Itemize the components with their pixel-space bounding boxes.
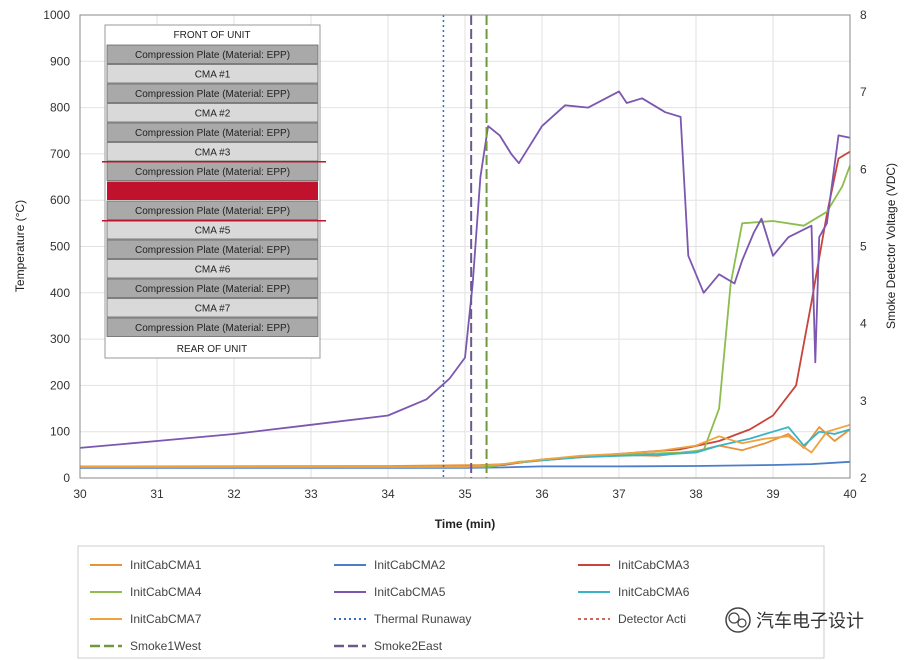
inset-highlight-band xyxy=(107,181,318,200)
y2-tick-label: 7 xyxy=(860,85,867,99)
legend-label: InitCabCMA7 xyxy=(130,612,202,626)
y2-axis-title: Smoke Detector Voltage (VDC) xyxy=(884,163,898,329)
x-tick-label: 32 xyxy=(227,487,241,501)
inset-plate-row xyxy=(106,317,319,337)
y-tick-label: 600 xyxy=(50,193,70,207)
x-tick-label: 36 xyxy=(535,487,549,501)
inset-row-label: Compression Plate (Material: EPP) xyxy=(135,206,290,217)
legend-label: InitCabCMA2 xyxy=(374,558,446,572)
y-axis-title: Temperature (°C) xyxy=(13,200,27,292)
x-axis-title: Time (min) xyxy=(435,517,495,531)
y-axis-ticks: 0 100 200 300 400 500 600 700 800 900 1000 xyxy=(43,8,70,485)
inset-plate-row xyxy=(106,239,319,259)
inset-row-label: Compression Plate (Material: EPP) xyxy=(135,128,290,139)
y-tick-label: 700 xyxy=(50,147,70,161)
inset-plate-row xyxy=(106,122,319,142)
y2-tick-label: 5 xyxy=(860,240,867,254)
series-line-initcabcma5 xyxy=(79,90,851,449)
legend-items: InitCabCMA1 InitCabCMA2 InitCabCMA3 InitCab… xyxy=(90,558,690,653)
y2-tick-label: 4 xyxy=(860,317,867,331)
x-tick-label: 38 xyxy=(689,487,703,501)
y-tick-label: 0 xyxy=(63,471,70,485)
legend-label: InitCabCMA6 xyxy=(618,585,690,599)
inset-bottom-label: REAR OF UNIT xyxy=(177,344,248,355)
wechat-icon-bubble-2 xyxy=(737,618,747,628)
inset-plate-row xyxy=(106,200,319,220)
inset-row-label: CMA #2 xyxy=(195,108,231,119)
series-line-initcabcma7 xyxy=(80,423,851,468)
inset-top-label: FRONT OF UNIT xyxy=(173,30,250,41)
inset-row-label: Compression Plate (Material: EPP) xyxy=(135,245,290,256)
legend-label: Smoke1West xyxy=(130,639,202,653)
legend-label: InitCabCMA1 xyxy=(130,558,202,572)
inset-row-label: Compression Plate (Material: EPP) xyxy=(135,284,290,295)
inset-row-label: CMA #1 xyxy=(195,69,231,80)
inset-row-label: CMA #3 xyxy=(195,147,231,158)
inset-cma-row xyxy=(106,103,319,123)
inset-rows: Compression Plate (Material: EPP) CMA #1 C… xyxy=(102,44,326,337)
legend-frame xyxy=(77,545,825,659)
y-tick-label: 500 xyxy=(50,240,70,254)
inset-row-label: Compression Plate (Material: EPP) xyxy=(135,50,290,61)
watermark-text: 汽车电子设计 xyxy=(756,611,864,632)
inset-plate-row xyxy=(106,44,319,64)
y2-axis-ticks: 2 3 4 5 6 7 8 xyxy=(860,8,867,485)
x-tick-label: 40 xyxy=(843,487,857,501)
inset-cma-row xyxy=(106,259,319,279)
y-tick-label: 100 xyxy=(50,425,70,439)
x-tick-label: 33 xyxy=(304,487,318,501)
y2-tick-label: 6 xyxy=(860,162,867,176)
inset-row-label: CMA #7 xyxy=(195,303,231,314)
x-axis-ticks: 30 31 32 33 34 35 36 37 38 39 40 xyxy=(73,487,857,501)
inset-row-label: Compression Plate (Material: EPP) xyxy=(135,167,290,178)
inset-diagram: FRONT OF UNIT Compression Plate (Materia… xyxy=(102,24,326,359)
legend-label: Smoke2East xyxy=(374,639,443,653)
x-tick-label: 34 xyxy=(381,487,395,501)
y-tick-label: 1000 xyxy=(43,8,70,22)
plot-frame xyxy=(79,14,851,479)
y-tick-label: 900 xyxy=(50,54,70,68)
legend-label: InitCabCMA4 xyxy=(130,585,202,599)
event-lines xyxy=(442,15,488,478)
x-tick-label: 35 xyxy=(458,487,472,501)
x-tick-label: 37 xyxy=(612,487,626,501)
inset-cma-row xyxy=(106,64,319,84)
watermark: 汽车电子设计 xyxy=(725,607,864,633)
inset-row-label: Compression Plate (Material: EPP) xyxy=(135,323,290,334)
y-tick-label: 400 xyxy=(50,286,70,300)
legend-label: InitCabCMA3 xyxy=(618,558,690,572)
legend: InitCabCMA1 InitCabCMA2 InitCabCMA3 InitCab… xyxy=(77,545,825,659)
x-tick-label: 30 xyxy=(73,487,87,501)
y-tick-label: 200 xyxy=(50,378,70,392)
x-tick-label: 31 xyxy=(150,487,164,501)
wechat-icon-bubble xyxy=(728,612,740,624)
inset-plate-row xyxy=(106,278,319,298)
inset-row-label: CMA #6 xyxy=(195,264,231,275)
y-tick-label: 300 xyxy=(50,332,70,346)
series-group xyxy=(79,90,851,469)
inset-plate-row xyxy=(106,83,319,103)
legend-label: InitCabCMA5 xyxy=(374,585,446,599)
legend-label: Detector Acti xyxy=(618,612,686,626)
inset-row-label: CMA #5 xyxy=(195,225,231,236)
y2-tick-label: 3 xyxy=(860,394,867,408)
y2-tick-label: 8 xyxy=(860,8,867,22)
inset-cma-row xyxy=(106,298,319,318)
y-tick-label: 800 xyxy=(50,101,70,115)
inset-row-label: Compression Plate (Material: EPP) xyxy=(135,89,290,100)
x-tick-label: 39 xyxy=(766,487,780,501)
legend-label: Thermal Runaway xyxy=(374,612,471,626)
y2-tick-label: 2 xyxy=(860,471,867,485)
